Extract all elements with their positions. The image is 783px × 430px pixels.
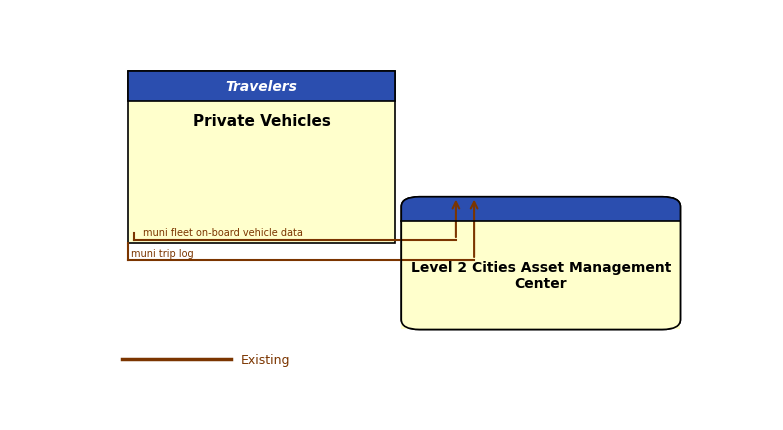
- Bar: [128, 71, 395, 244]
- Text: muni trip log: muni trip log: [132, 248, 194, 258]
- FancyBboxPatch shape: [402, 197, 680, 330]
- Text: Existing: Existing: [240, 353, 290, 366]
- Bar: [402, 221, 680, 330]
- FancyBboxPatch shape: [402, 197, 680, 330]
- Text: Private Vehicles: Private Vehicles: [193, 114, 330, 129]
- Text: muni fleet on-board vehicle data: muni fleet on-board vehicle data: [143, 228, 303, 238]
- Bar: [128, 71, 395, 101]
- Text: Level 2 Cities Asset Management
Center: Level 2 Cities Asset Management Center: [410, 260, 671, 291]
- Text: Travelers: Travelers: [226, 80, 298, 93]
